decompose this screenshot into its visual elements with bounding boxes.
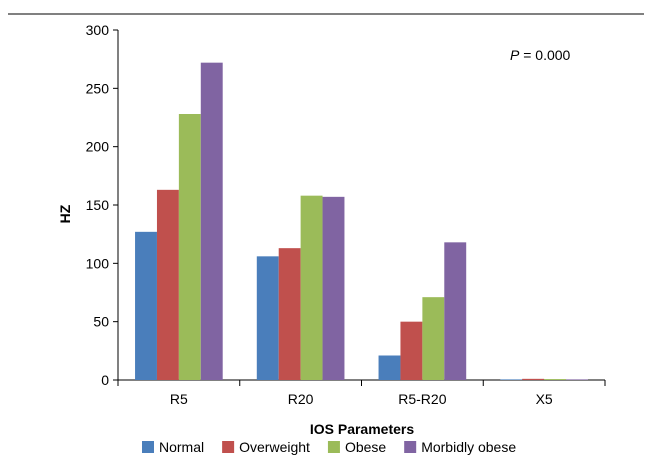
legend-swatch-overweight xyxy=(222,441,235,453)
x-tick-label: R5-R20 xyxy=(398,391,446,407)
x-axis: R5 R20 R5-R20 X5 xyxy=(117,379,606,407)
y-axis: 0 50 100 150 200 250 300 xyxy=(86,22,119,388)
legend-label-normal: Normal xyxy=(159,439,204,455)
bar-normal xyxy=(378,355,401,380)
p-value-text: = 0.000 xyxy=(519,47,570,63)
bar-overweight xyxy=(278,248,301,380)
legend: Normal Overweight Obese Morbidly obese xyxy=(142,439,516,455)
legend-label-morbidly-obese: Morbidly obese xyxy=(421,439,516,455)
bar-obese xyxy=(544,379,567,380)
bar-morbidly-obese xyxy=(200,62,223,381)
bar-morbidly-obese xyxy=(444,242,467,380)
x-tick-label: X5 xyxy=(536,391,553,407)
p-value-symbol: P xyxy=(510,47,520,63)
y-tick-label: 250 xyxy=(86,80,110,96)
bar-obese xyxy=(300,195,323,380)
p-value-annotation: P = 0.000 xyxy=(510,47,571,63)
x-axis-title: IOS Parameters xyxy=(310,421,414,437)
legend-swatch-normal xyxy=(142,441,154,453)
legend-swatch-morbidly-obese xyxy=(404,441,417,453)
bar-morbidly-obese xyxy=(322,196,345,380)
bar-obese xyxy=(422,297,445,380)
legend-swatch-obese xyxy=(327,441,340,453)
bar-overweight xyxy=(156,189,179,380)
x-tick-label: R20 xyxy=(288,391,314,407)
bar-overweight xyxy=(522,378,545,380)
y-tick-label: 100 xyxy=(86,255,110,271)
bar-normal xyxy=(256,256,279,380)
y-tick-label: 300 xyxy=(86,22,110,38)
legend-label-obese: Obese xyxy=(345,439,386,455)
legend-label-overweight: Overweight xyxy=(239,439,310,455)
y-axis-title: HZ xyxy=(57,204,73,223)
y-tick-label: 50 xyxy=(93,314,109,330)
y-tick-label: 150 xyxy=(86,197,110,213)
bar-obese xyxy=(178,114,201,380)
bar-normal xyxy=(135,231,157,380)
x-tick-label: R5 xyxy=(170,391,188,407)
bar-morbidly-obese xyxy=(566,379,588,380)
y-tick-label: 200 xyxy=(86,139,110,155)
bars xyxy=(135,62,588,381)
bar-overweight xyxy=(400,321,423,380)
bar-normal xyxy=(500,379,523,380)
y-tick-label: 0 xyxy=(101,372,109,388)
